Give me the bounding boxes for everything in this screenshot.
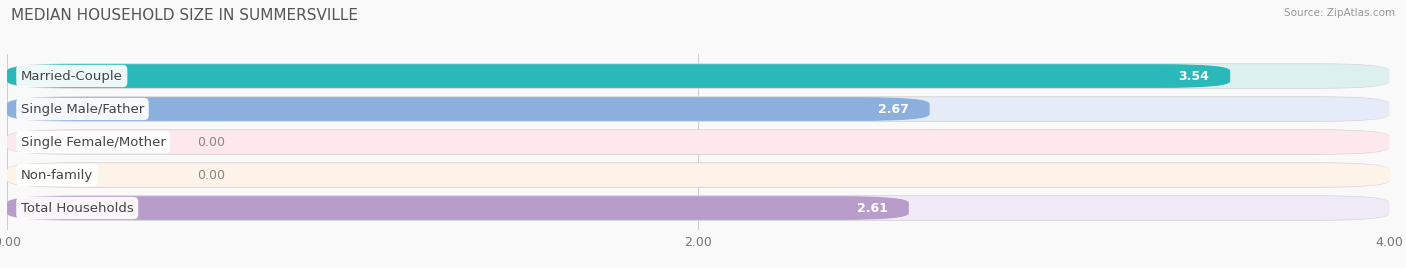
Text: Total Households: Total Households <box>21 202 134 215</box>
FancyBboxPatch shape <box>7 64 1230 88</box>
Text: 3.54: 3.54 <box>1178 69 1209 83</box>
FancyBboxPatch shape <box>7 162 1389 188</box>
FancyBboxPatch shape <box>7 130 1389 154</box>
FancyBboxPatch shape <box>7 96 1389 122</box>
Text: 2.67: 2.67 <box>877 103 908 116</box>
FancyBboxPatch shape <box>7 97 1389 121</box>
Text: 2.61: 2.61 <box>858 202 889 215</box>
Text: Source: ZipAtlas.com: Source: ZipAtlas.com <box>1284 8 1395 18</box>
Text: Single Female/Mother: Single Female/Mother <box>21 136 166 148</box>
Text: Non-family: Non-family <box>21 169 93 181</box>
Text: Married-Couple: Married-Couple <box>21 69 122 83</box>
Text: 0.00: 0.00 <box>197 169 225 181</box>
FancyBboxPatch shape <box>7 97 929 121</box>
FancyBboxPatch shape <box>7 64 1389 88</box>
FancyBboxPatch shape <box>7 196 1389 220</box>
FancyBboxPatch shape <box>7 63 1389 89</box>
FancyBboxPatch shape <box>7 196 908 220</box>
Text: Single Male/Father: Single Male/Father <box>21 103 143 116</box>
FancyBboxPatch shape <box>7 129 1389 155</box>
Text: MEDIAN HOUSEHOLD SIZE IN SUMMERSVILLE: MEDIAN HOUSEHOLD SIZE IN SUMMERSVILLE <box>11 8 359 23</box>
FancyBboxPatch shape <box>7 195 1389 221</box>
FancyBboxPatch shape <box>7 163 1389 187</box>
Text: 0.00: 0.00 <box>197 136 225 148</box>
